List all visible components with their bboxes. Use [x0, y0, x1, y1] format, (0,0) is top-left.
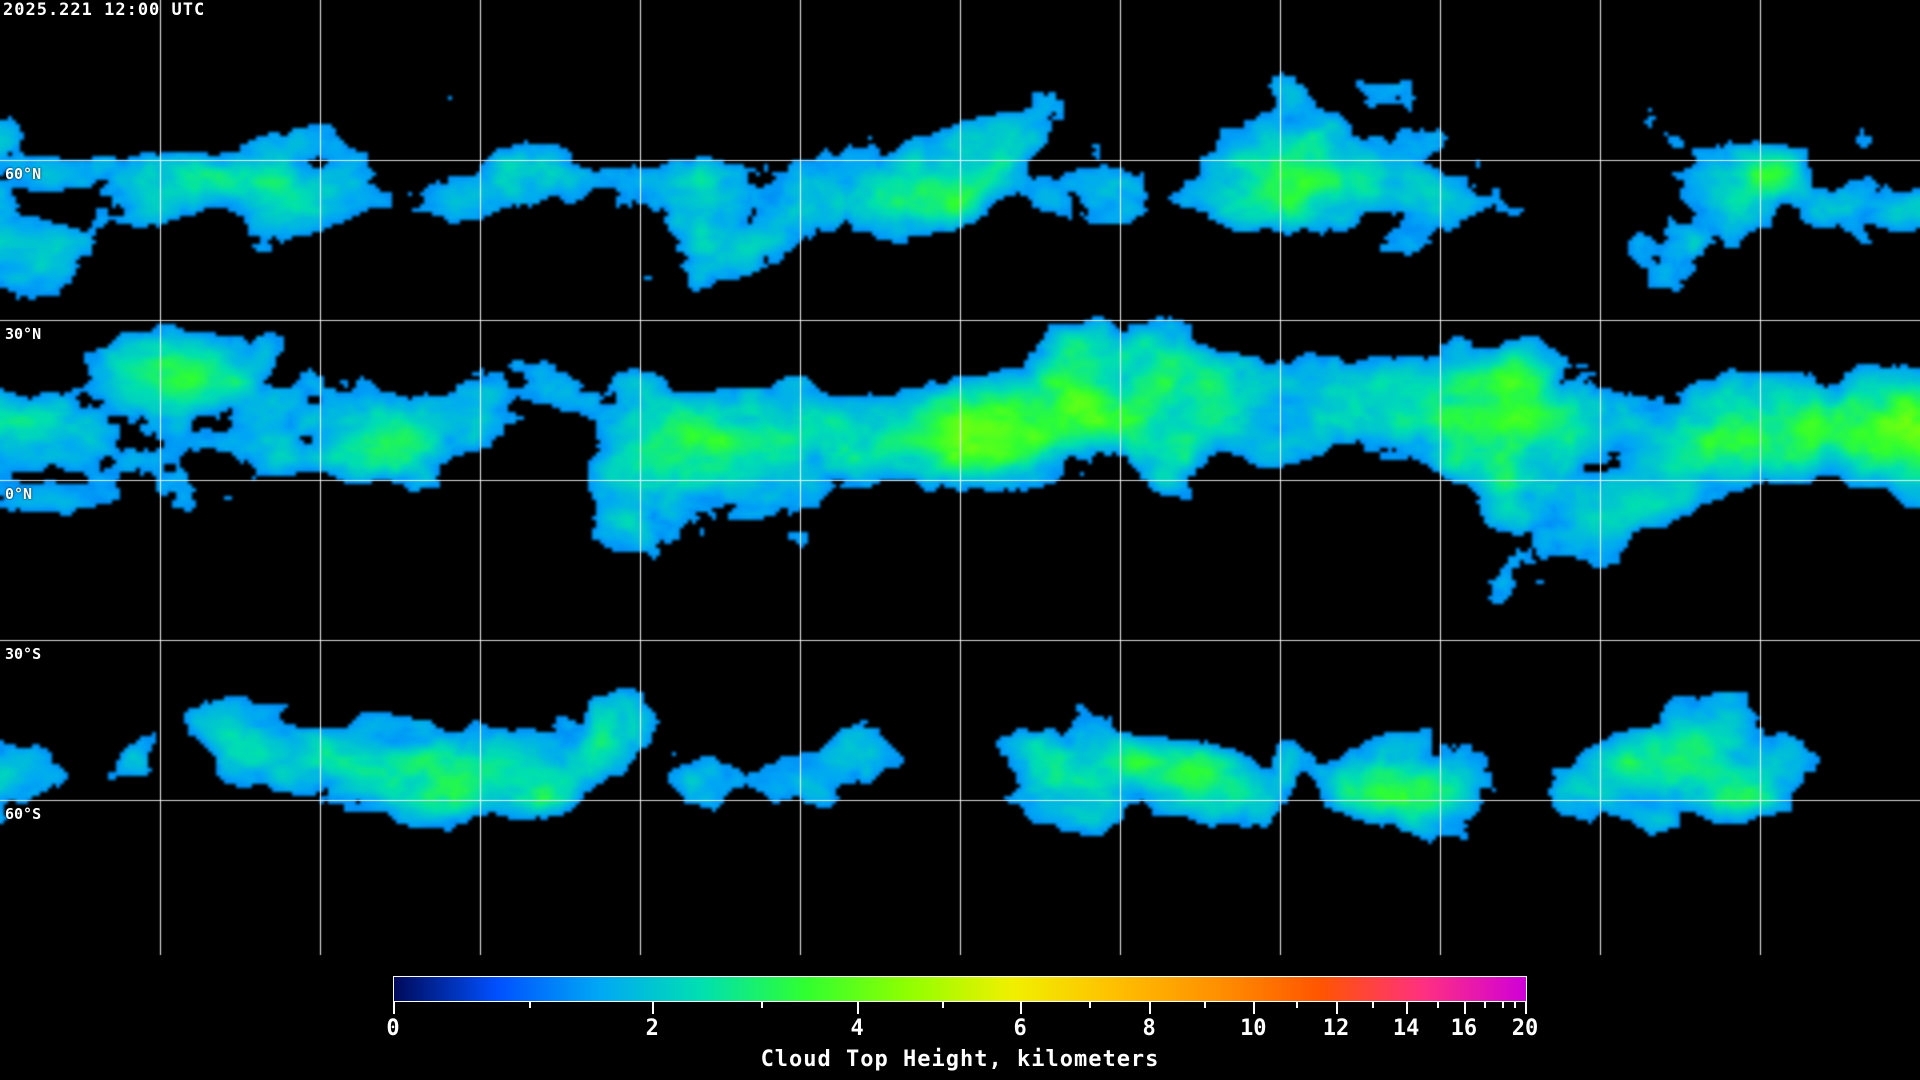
- colorbar-tick-label: 0: [386, 1016, 400, 1041]
- colorbar-tick-label: 14: [1392, 1016, 1420, 1041]
- colorbar-tick-label: 20: [1511, 1016, 1539, 1041]
- timestamp: 2025.221 12:00 UTC: [3, 0, 206, 20]
- colorbar-tick: [1436, 1002, 1439, 1008]
- lat-label-60n: 60°N: [5, 165, 42, 183]
- colorbar-tick: [1406, 1002, 1409, 1014]
- colorbar-tick: [652, 1002, 655, 1014]
- colorbar-tick: [1296, 1002, 1299, 1008]
- colorbar-tick: [1372, 1002, 1375, 1008]
- cloud-top-height-map: [0, 0, 1920, 960]
- lat-label-30n: 30°N: [5, 325, 42, 343]
- colorbar-label: Cloud Top Height, kilometers: [760, 1047, 1160, 1072]
- colorbar-tick-label: 6: [1013, 1016, 1027, 1041]
- colorbar-tick-label: 2: [645, 1016, 659, 1041]
- colorbar-tick: [528, 1002, 531, 1008]
- lat-label-30s: 30°S: [5, 645, 42, 663]
- colorbar-tick: [1203, 1002, 1206, 1008]
- colorbar-tick: [1513, 1002, 1516, 1008]
- colorbar-tick-label: 10: [1240, 1016, 1267, 1041]
- colorbar-tick: [1149, 1002, 1152, 1014]
- colorbar-tick: [1502, 1002, 1505, 1008]
- colorbar-tick-label: 12: [1322, 1016, 1350, 1041]
- colorbar: [393, 976, 1527, 1002]
- colorbar-tick: [1335, 1002, 1338, 1014]
- colorbar-tick: [1525, 1002, 1527, 1014]
- colorbar-tick: [1484, 1002, 1487, 1008]
- colorbar-ticks: 0 2 4 6 8 10 12 14 16 20: [386, 1002, 1538, 1062]
- lat-label-60s: 60°S: [5, 805, 42, 823]
- colorbar-tick: [760, 1002, 763, 1008]
- colorbar-tick-label: 16: [1450, 1016, 1478, 1041]
- colorbar-tick: [1020, 1002, 1023, 1014]
- lat-label-0n: 0°N: [5, 485, 33, 503]
- colorbar-tick: [393, 1002, 395, 1014]
- colorbar-tick: [1463, 1002, 1466, 1014]
- colorbar-tick-label: 4: [850, 1016, 864, 1041]
- colorbar-tick: [857, 1002, 860, 1014]
- colorbar-tick-label: 8: [1142, 1016, 1156, 1041]
- colorbar-tick: [1253, 1002, 1256, 1014]
- colorbar-tick: [942, 1002, 945, 1008]
- colorbar-tick: [1089, 1002, 1092, 1008]
